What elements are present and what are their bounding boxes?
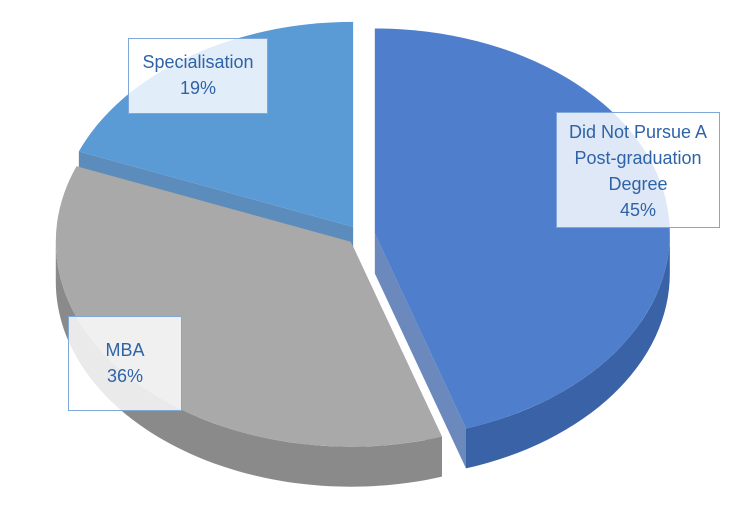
slice-side-mba bbox=[55, 241, 442, 487]
data-label-specialisation-name: Specialisation bbox=[142, 52, 254, 72]
data-label-did-not-pursue-line-2: Post-graduation bbox=[574, 148, 702, 168]
data-label-mba-percent: 36% bbox=[106, 366, 144, 386]
data-label-mba-name: MBA bbox=[105, 340, 145, 360]
data-label-specialisation: Specialisation 19% bbox=[128, 38, 268, 114]
pie-slice-specialisation bbox=[78, 21, 354, 227]
data-label-did-not-pursue-line-3: Degree bbox=[608, 174, 668, 194]
data-label-mba: MBA 36% bbox=[68, 316, 182, 411]
data-label-did-not-pursue-line-1: Did Not Pursue A bbox=[568, 122, 708, 142]
slice-side-did-not-pursue-a-post-graduation-degree bbox=[465, 233, 670, 469]
data-label-specialisation-percent: 19% bbox=[179, 78, 217, 98]
data-label-did-not-pursue-percent: 45% bbox=[619, 200, 657, 220]
slice-cut-face-did-not-pursue-a-post-graduation-degree-1 bbox=[374, 233, 466, 469]
data-label-did-not-pursue: Did Not Pursue A Post-graduation Degree … bbox=[556, 112, 720, 228]
